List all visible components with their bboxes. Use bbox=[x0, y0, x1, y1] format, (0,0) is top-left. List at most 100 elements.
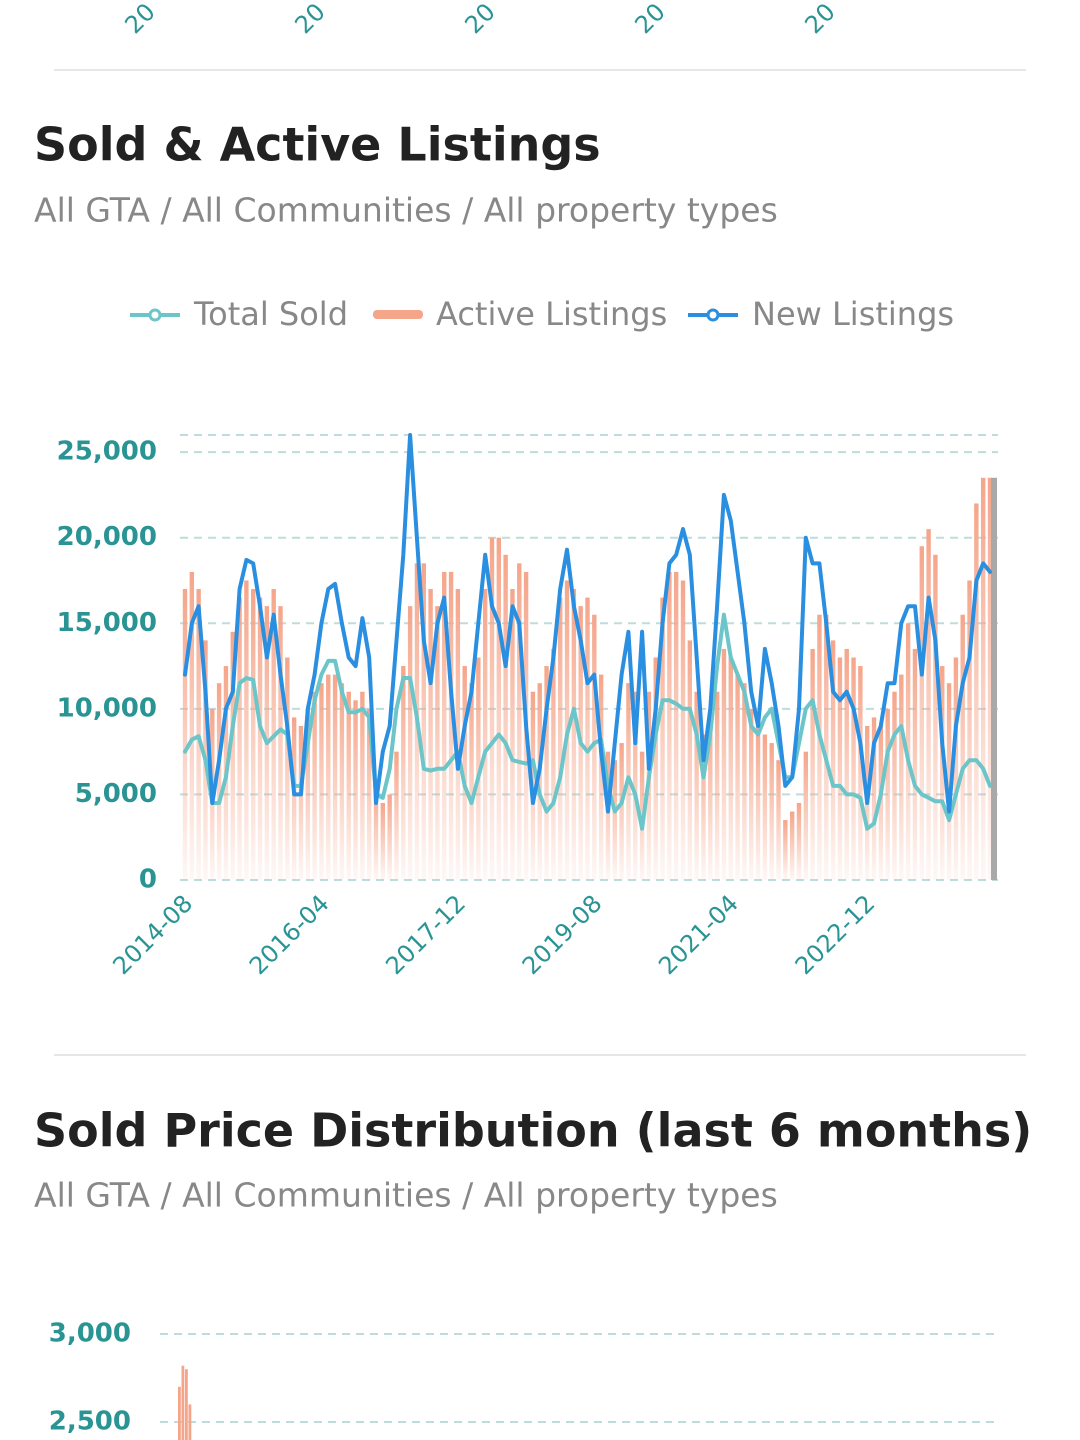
bar bbox=[285, 657, 290, 880]
y-tick-label: 10,000 bbox=[57, 693, 157, 723]
bar bbox=[482, 589, 488, 880]
bar bbox=[633, 691, 638, 880]
legend-icon bbox=[148, 308, 162, 322]
bar bbox=[871, 717, 877, 880]
bar bbox=[612, 760, 617, 880]
bar bbox=[858, 666, 863, 880]
bar bbox=[312, 691, 317, 880]
bar bbox=[960, 614, 965, 880]
bar bbox=[455, 589, 461, 880]
bar bbox=[476, 657, 481, 880]
bar bbox=[592, 614, 597, 880]
bar bbox=[237, 597, 242, 880]
bar bbox=[394, 751, 399, 880]
bar bbox=[442, 571, 447, 880]
bar bbox=[517, 563, 522, 880]
x-tick-label: 20 bbox=[629, 0, 670, 39]
x-tick-label: 20 bbox=[459, 0, 500, 39]
y-tick-label: 3,000 bbox=[49, 1319, 131, 1349]
bar bbox=[851, 657, 856, 880]
y-tick-label: 15,000 bbox=[57, 608, 157, 638]
bar bbox=[387, 794, 392, 880]
x-tick-label: 20 bbox=[119, 0, 160, 39]
bar bbox=[332, 674, 338, 880]
bar bbox=[680, 580, 686, 880]
bar bbox=[401, 666, 406, 880]
bar bbox=[346, 691, 351, 880]
bar bbox=[749, 708, 754, 880]
bar bbox=[953, 657, 959, 880]
bar bbox=[462, 666, 467, 880]
bar bbox=[319, 683, 324, 880]
bar bbox=[503, 554, 508, 880]
bar bbox=[353, 700, 358, 880]
chart-title: Sold Price Distribution (last 6 months) bbox=[34, 1104, 1032, 1158]
legend-icon bbox=[706, 308, 720, 322]
bar bbox=[974, 503, 979, 880]
bar bbox=[339, 683, 345, 880]
bar bbox=[694, 691, 699, 880]
bar bbox=[721, 648, 727, 880]
bar bbox=[298, 725, 304, 880]
bar bbox=[189, 571, 195, 880]
x-tick-label: 20 bbox=[799, 0, 840, 39]
y-tick-label: 5,000 bbox=[75, 779, 157, 809]
x-tick-label: 20 bbox=[289, 0, 330, 39]
bar bbox=[598, 674, 604, 880]
bar bbox=[291, 717, 297, 880]
bar bbox=[892, 691, 897, 880]
bar bbox=[178, 1386, 181, 1440]
bar bbox=[360, 691, 365, 880]
y-tick-label: 0 bbox=[139, 865, 157, 895]
bar bbox=[714, 691, 720, 880]
bar bbox=[380, 802, 386, 880]
bar bbox=[489, 537, 495, 880]
x-tick-label: 2019-08 bbox=[517, 889, 608, 980]
bar bbox=[496, 537, 502, 880]
bar bbox=[305, 708, 310, 880]
bar bbox=[571, 589, 577, 880]
bar bbox=[448, 571, 454, 880]
bar bbox=[673, 571, 679, 880]
x-tick-label: 2016-04 bbox=[244, 889, 335, 980]
legend-label: New Listings bbox=[752, 295, 954, 333]
bar bbox=[605, 751, 611, 880]
bar bbox=[742, 683, 747, 880]
bar bbox=[776, 760, 781, 880]
bar bbox=[558, 597, 563, 880]
bar bbox=[551, 648, 556, 880]
bar bbox=[762, 734, 768, 880]
bar bbox=[421, 563, 426, 880]
legend-label: Active Listings bbox=[436, 295, 667, 333]
bar bbox=[987, 477, 993, 880]
bar bbox=[366, 708, 372, 880]
cursor bbox=[991, 477, 997, 880]
x-tick-label: 2021-04 bbox=[653, 889, 744, 980]
bar bbox=[428, 589, 433, 880]
bar bbox=[373, 785, 379, 880]
bar bbox=[701, 734, 706, 880]
bar bbox=[244, 580, 249, 880]
bar bbox=[912, 648, 918, 880]
bar bbox=[435, 606, 440, 880]
bar bbox=[940, 666, 945, 880]
bar bbox=[783, 820, 788, 880]
line-series bbox=[183, 612, 992, 831]
y-tick-label: 20,000 bbox=[57, 522, 157, 552]
bar bbox=[803, 751, 809, 880]
y-tick-label: 2,500 bbox=[49, 1407, 131, 1437]
bar bbox=[837, 657, 843, 880]
y-tick-label: 25,000 bbox=[57, 437, 157, 467]
bar bbox=[619, 743, 624, 880]
line-series bbox=[183, 433, 992, 814]
chart-title: Sold & Active Listings bbox=[34, 118, 601, 172]
bar bbox=[278, 606, 283, 880]
bar bbox=[544, 666, 549, 880]
bar bbox=[946, 683, 952, 880]
bar bbox=[667, 571, 672, 880]
bar bbox=[824, 614, 829, 880]
bar bbox=[230, 631, 235, 880]
bar bbox=[257, 597, 263, 880]
